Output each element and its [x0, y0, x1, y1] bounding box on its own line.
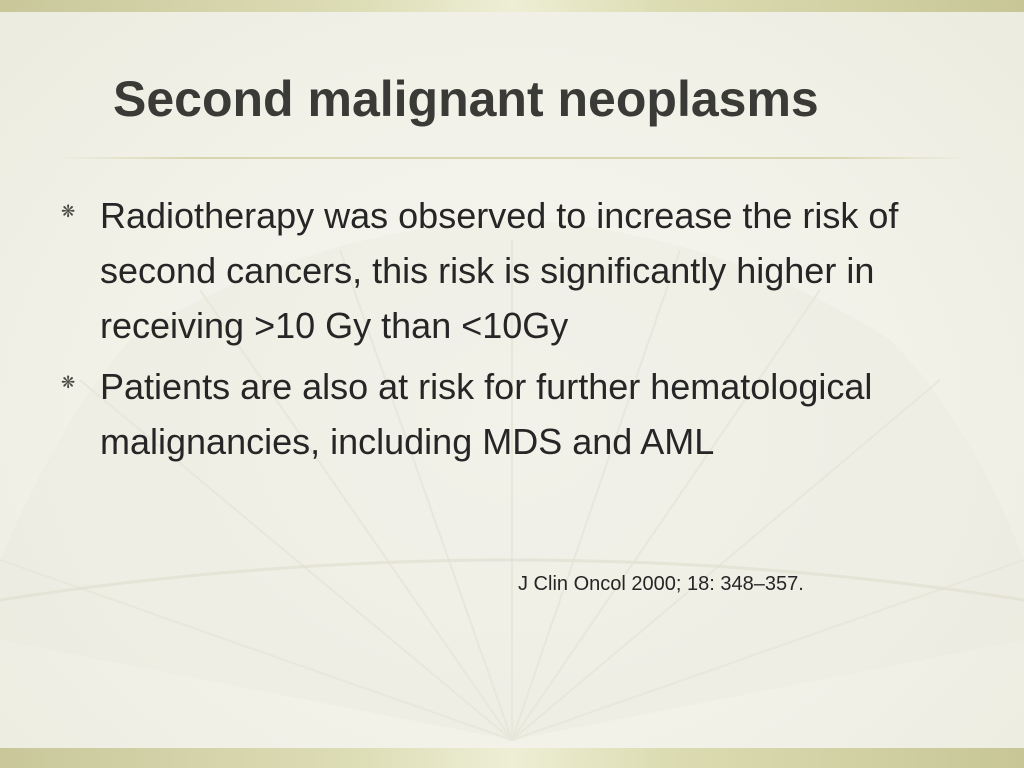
asterisk-flower-icon: ❋ [61, 373, 76, 392]
asterisk-flower-icon: ❋ [61, 202, 76, 221]
top-decorative-band [0, 0, 1024, 12]
bullet-item: ❋ Radiotherapy was observed to increase … [0, 188, 1024, 353]
slide-title: Second malignant neoplasms [113, 71, 819, 127]
citation: J Clin Oncol 2000; 18: 348–357. [518, 573, 804, 595]
title-divider [55, 157, 973, 159]
bottom-decorative-band [0, 748, 1024, 768]
bullet-text: Patients are also at risk for further he… [100, 366, 873, 462]
bullet-item: ❋ Patients are also at risk for further … [0, 359, 1024, 469]
bullet-list: ❋ Radiotherapy was observed to increase … [0, 188, 1024, 475]
bullet-text: Radiotherapy was observed to increase th… [100, 195, 899, 346]
